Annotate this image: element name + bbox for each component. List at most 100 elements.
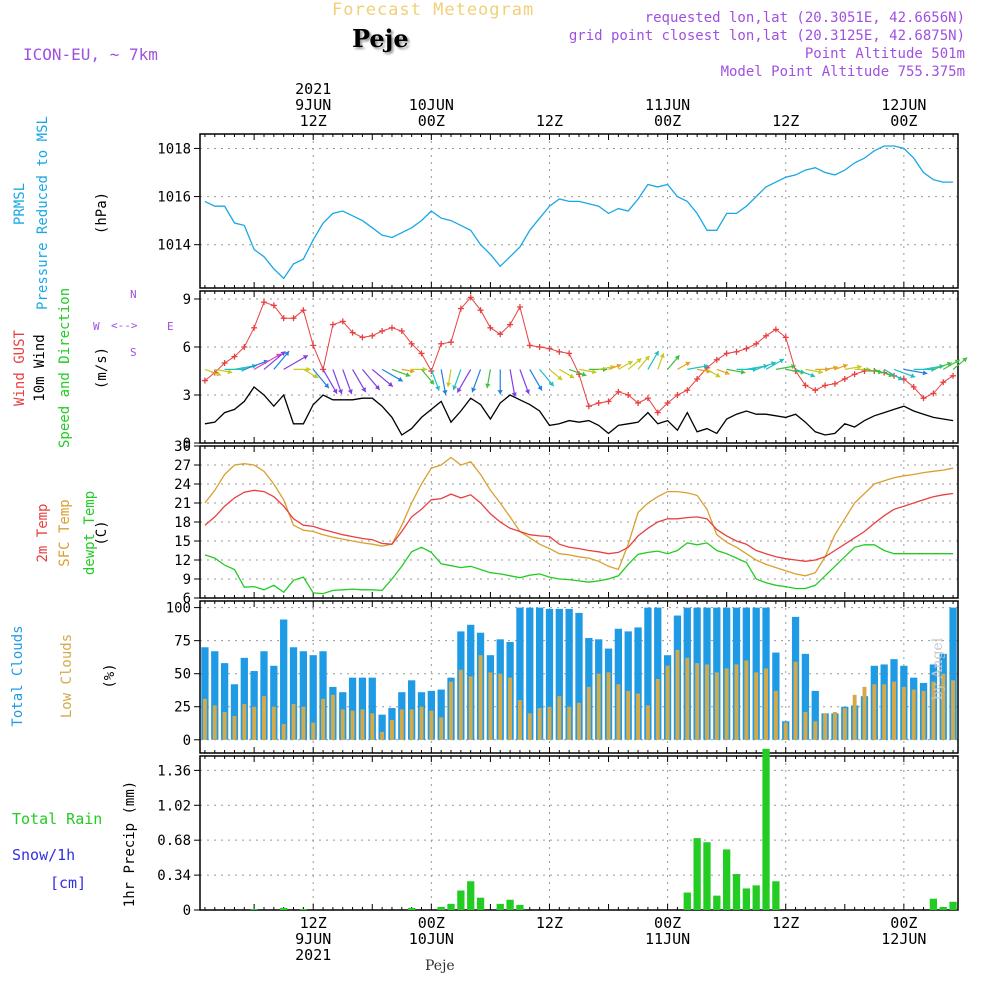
y-tick-label: 1014 bbox=[157, 238, 191, 254]
pressure-unit: (hPa) bbox=[94, 191, 110, 235]
wind-direction-arrow bbox=[332, 369, 343, 395]
wind-arrow-head bbox=[549, 381, 554, 387]
rain-bar bbox=[713, 895, 721, 910]
low-cloud-bar bbox=[655, 678, 660, 740]
low-cloud-bar bbox=[606, 672, 611, 740]
top-time-label: 12JUN bbox=[881, 96, 926, 114]
rain-label: Total Rain bbox=[12, 810, 103, 828]
bottom-time-label: 2021 bbox=[295, 946, 331, 964]
wind-arrow-head bbox=[833, 365, 838, 371]
top-time-label: 2021 bbox=[295, 80, 331, 98]
low-cloud-bar bbox=[301, 706, 306, 740]
wind-arrow-head bbox=[422, 366, 428, 372]
clouds-unit: (%) bbox=[102, 663, 118, 689]
wind-arrow-head bbox=[227, 369, 233, 375]
low-cloud-bar bbox=[842, 708, 847, 740]
total-cloud-bar bbox=[260, 651, 268, 740]
y-tick-label: 0 bbox=[183, 733, 191, 749]
wind-arrow-head bbox=[842, 363, 848, 369]
low-cloud-bar bbox=[567, 706, 572, 740]
wind-arrow-head bbox=[897, 375, 903, 381]
wind-arrow-head bbox=[810, 372, 816, 378]
wind-arrow-head bbox=[361, 387, 366, 393]
low-cloud-bar bbox=[222, 712, 227, 740]
top-time-label: 12Z bbox=[300, 112, 327, 130]
total-clouds-label: Total Clouds bbox=[10, 625, 26, 727]
low-cloud-bar bbox=[714, 672, 719, 740]
low-cloud-bar bbox=[419, 706, 424, 740]
low-cloud-bar bbox=[271, 706, 276, 740]
rain-bar bbox=[732, 874, 741, 910]
wind-arrow-head bbox=[644, 355, 650, 361]
low-cloud-bar bbox=[951, 680, 956, 740]
low-cloud-bar bbox=[202, 698, 207, 740]
chart-title: Forecast Meteogram bbox=[332, 0, 535, 20]
wind-direction-arrow bbox=[283, 354, 309, 370]
rain-bar bbox=[437, 906, 445, 910]
top-time-label: 11JUN bbox=[645, 96, 690, 114]
bottom-time-label: 12Z bbox=[536, 914, 563, 932]
y-tick-label: 24 bbox=[174, 477, 191, 493]
low-cloud-bar bbox=[439, 717, 444, 740]
wind-direction-arrow bbox=[352, 369, 367, 393]
wind-arrow-head bbox=[429, 379, 435, 385]
wind-arrow-head bbox=[471, 387, 477, 393]
low-cloud-bar bbox=[882, 684, 887, 740]
low-cloud-bar bbox=[242, 704, 247, 740]
model-altitude: Model Point Altitude 755.375m bbox=[720, 64, 965, 80]
wind-direction-arrow bbox=[361, 369, 381, 391]
temp-sfc-label: SFC Temp bbox=[57, 499, 73, 567]
total-cloud-bar bbox=[211, 651, 219, 740]
total-cloud-bar bbox=[555, 608, 563, 740]
low-cloud-bar bbox=[823, 713, 828, 740]
low-clouds-label: Low Clouds bbox=[59, 633, 75, 719]
wind-arrow-head bbox=[525, 389, 530, 395]
low-cloud-bar bbox=[813, 721, 818, 740]
total-cloud-bar bbox=[309, 655, 317, 740]
wind-arrow-head bbox=[954, 359, 960, 365]
low-cloud-bar bbox=[527, 713, 532, 740]
wind-arrow-head bbox=[313, 373, 319, 379]
wind-arrow-head bbox=[770, 361, 776, 367]
wind-arrow-head bbox=[537, 385, 543, 391]
rain-bar bbox=[299, 908, 308, 910]
low-cloud-bar bbox=[311, 722, 316, 740]
low-cloud-bar bbox=[872, 684, 877, 740]
y-tick-label: 1016 bbox=[157, 190, 191, 206]
y-tick-label: 21 bbox=[174, 496, 191, 512]
low-cloud-bar bbox=[498, 673, 503, 740]
total-cloud-bar bbox=[526, 607, 534, 740]
wind-arrow-head bbox=[581, 371, 587, 377]
grid-point-coords: grid point closest lon,lat (20.3125E, 42… bbox=[568, 28, 965, 44]
wind-arrow-head bbox=[557, 375, 563, 381]
wind-arrow-head bbox=[280, 351, 286, 357]
wind-direction-arrow bbox=[371, 368, 394, 388]
low-cloud-bar bbox=[429, 710, 434, 740]
low-cloud-bar bbox=[862, 686, 867, 740]
low-cloud-bar bbox=[754, 672, 759, 740]
total-cloud-bar bbox=[240, 657, 248, 740]
wind-arrow-head bbox=[511, 392, 517, 397]
rain-bar bbox=[408, 907, 416, 910]
compass-arrows: <--> bbox=[111, 319, 138, 332]
low-cloud-bar bbox=[645, 705, 650, 740]
sfc-temp-line bbox=[204, 456, 954, 577]
y-tick-label: 1018 bbox=[157, 141, 191, 157]
low-cloud-bar bbox=[488, 672, 493, 740]
wind-direction-arrow bbox=[456, 369, 472, 393]
wind-arrow-head bbox=[654, 350, 659, 356]
top-time-label: 9JUN bbox=[295, 96, 331, 114]
rain-bar bbox=[476, 897, 485, 910]
wind-arrow-head bbox=[922, 370, 928, 376]
low-cloud-bar bbox=[389, 719, 394, 740]
wind-arrow-head bbox=[284, 351, 290, 357]
dewpt-line bbox=[204, 542, 954, 595]
wind-arrow-head bbox=[302, 355, 308, 360]
total-cloud-bar bbox=[289, 647, 298, 740]
low-cloud-bar bbox=[232, 715, 237, 740]
low-cloud-bar bbox=[340, 709, 345, 740]
compass-n: N bbox=[130, 288, 137, 301]
wind-arrow-head bbox=[324, 383, 329, 389]
wind-direction-arrow bbox=[263, 350, 286, 370]
low-cloud-bar bbox=[547, 706, 552, 740]
